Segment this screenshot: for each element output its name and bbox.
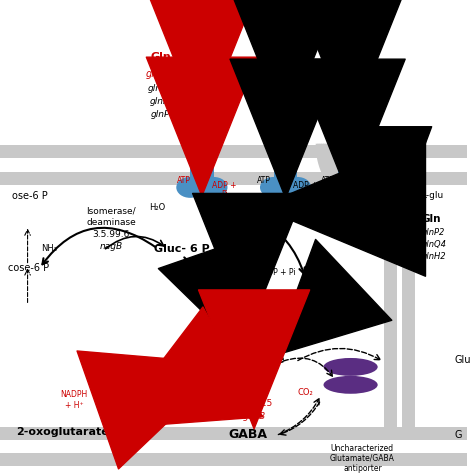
- Text: GA: GA: [301, 283, 319, 293]
- Text: deaminase: deaminase: [86, 218, 136, 227]
- Text: Pi: Pi: [365, 191, 372, 200]
- Text: glnP2: glnP2: [421, 228, 445, 237]
- Text: ATP: ATP: [257, 176, 271, 185]
- Text: antiporter: antiporter: [343, 464, 382, 473]
- Text: NADPH: NADPH: [60, 390, 88, 399]
- Text: glnQ3: glnQ3: [339, 75, 366, 84]
- Text: Gln: Gln: [270, 52, 291, 62]
- Text: glnQ4: glnQ4: [421, 240, 447, 249]
- Text: gadB: gadB: [243, 412, 265, 421]
- Text: Gluc- 6 P: Gluc- 6 P: [155, 244, 210, 254]
- Text: + H⁺: + H⁺: [64, 401, 83, 410]
- Text: Glu: Glu: [455, 355, 472, 365]
- Bar: [0, 172, 467, 185]
- Text: glmS1, glmS2: glmS1, glmS2: [197, 322, 256, 331]
- Text: ADP +: ADP +: [293, 182, 318, 191]
- Text: glnH1: glnH1: [147, 84, 174, 93]
- Text: H₂O: H₂O: [149, 203, 166, 212]
- Text: glnPH2: glnPH2: [337, 62, 368, 71]
- Bar: [190, 155, 214, 187]
- Text: GABA: GABA: [228, 428, 268, 441]
- Text: L-glutamine: L-glutamine: [206, 201, 290, 213]
- Text: glnQ2: glnQ2: [146, 69, 175, 79]
- Text: nagB: nagB: [100, 242, 123, 251]
- Ellipse shape: [324, 358, 378, 376]
- Ellipse shape: [260, 177, 288, 198]
- Text: ADP +: ADP +: [356, 182, 381, 191]
- Text: ose-6 P: ose-6 P: [12, 191, 47, 201]
- Text: 3.5.99.6: 3.5.99.6: [92, 230, 130, 239]
- Text: 2-oxoglutarate: 2-oxoglutarate: [16, 427, 109, 437]
- Text: L-glu: L-glu: [421, 191, 444, 201]
- Text: ATP: ATP: [177, 176, 191, 185]
- Text: Glutamate/GABA: Glutamate/GABA: [330, 454, 395, 463]
- Text: GDH: GDH: [136, 385, 164, 395]
- Bar: [0, 427, 467, 439]
- Text: NH₃ + ATP: NH₃ + ATP: [275, 336, 315, 345]
- Text: H₂O: H₂O: [200, 377, 214, 386]
- Text: NADPH +: NADPH +: [189, 367, 225, 376]
- Text: ATP: ATP: [347, 203, 362, 212]
- Text: 6.3.1.2: 6.3.1.2: [294, 297, 326, 306]
- Text: gdh: gdh: [141, 412, 158, 421]
- Bar: [384, 145, 397, 439]
- Text: ADP +: ADP +: [357, 226, 382, 235]
- Text: G: G: [222, 295, 231, 305]
- Text: NH₃: NH₃: [41, 244, 57, 253]
- Text: glnM: glnM: [150, 97, 172, 106]
- Text: 4.1.1.15: 4.1.1.15: [236, 399, 273, 408]
- Ellipse shape: [324, 376, 378, 394]
- Bar: [402, 145, 415, 439]
- Ellipse shape: [347, 177, 375, 198]
- Bar: [338, 155, 362, 187]
- Text: L-glutamine: L-glutamine: [187, 13, 280, 27]
- Text: G: G: [455, 429, 463, 439]
- Text: glnP: glnP: [271, 69, 291, 78]
- Polygon shape: [317, 145, 384, 213]
- Text: Pi: Pi: [221, 191, 228, 200]
- Text: Gln: Gln: [421, 214, 441, 224]
- Ellipse shape: [324, 177, 352, 198]
- Text: Uncharacterized: Uncharacterized: [331, 444, 394, 453]
- Text: ADP +: ADP +: [212, 182, 237, 191]
- Ellipse shape: [176, 177, 204, 198]
- Ellipse shape: [200, 177, 228, 198]
- Ellipse shape: [283, 177, 311, 198]
- Text: Isomerase/: Isomerase/: [86, 206, 136, 215]
- Bar: [374, 215, 406, 237]
- Text: 2.6.1.16: 2.6.1.16: [208, 309, 245, 318]
- Text: CO₂: CO₂: [297, 388, 313, 397]
- Text: glnH2: glnH2: [421, 252, 446, 261]
- Text: GAD: GAD: [241, 385, 268, 395]
- Text: 1.4.1.4: 1.4.1.4: [134, 399, 165, 408]
- Bar: [274, 155, 297, 187]
- Text: Pi: Pi: [302, 191, 309, 200]
- Text: Gln: Gln: [342, 46, 363, 56]
- Text: Gln: Gln: [150, 52, 171, 62]
- Text: glnP: glnP: [151, 110, 170, 119]
- Text: ATP: ATP: [321, 176, 335, 185]
- Text: glnA: glnA: [300, 310, 320, 319]
- Text: ADP + Pi: ADP + Pi: [262, 268, 295, 277]
- Text: Pi: Pi: [366, 236, 373, 245]
- Ellipse shape: [364, 223, 384, 251]
- Bar: [0, 454, 467, 466]
- Bar: [0, 145, 467, 158]
- Text: glnQ1: glnQ1: [267, 82, 294, 91]
- Ellipse shape: [364, 201, 384, 228]
- Text: Glutamate: Glutamate: [211, 354, 285, 366]
- Text: cose-6 P: cose-6 P: [8, 264, 49, 273]
